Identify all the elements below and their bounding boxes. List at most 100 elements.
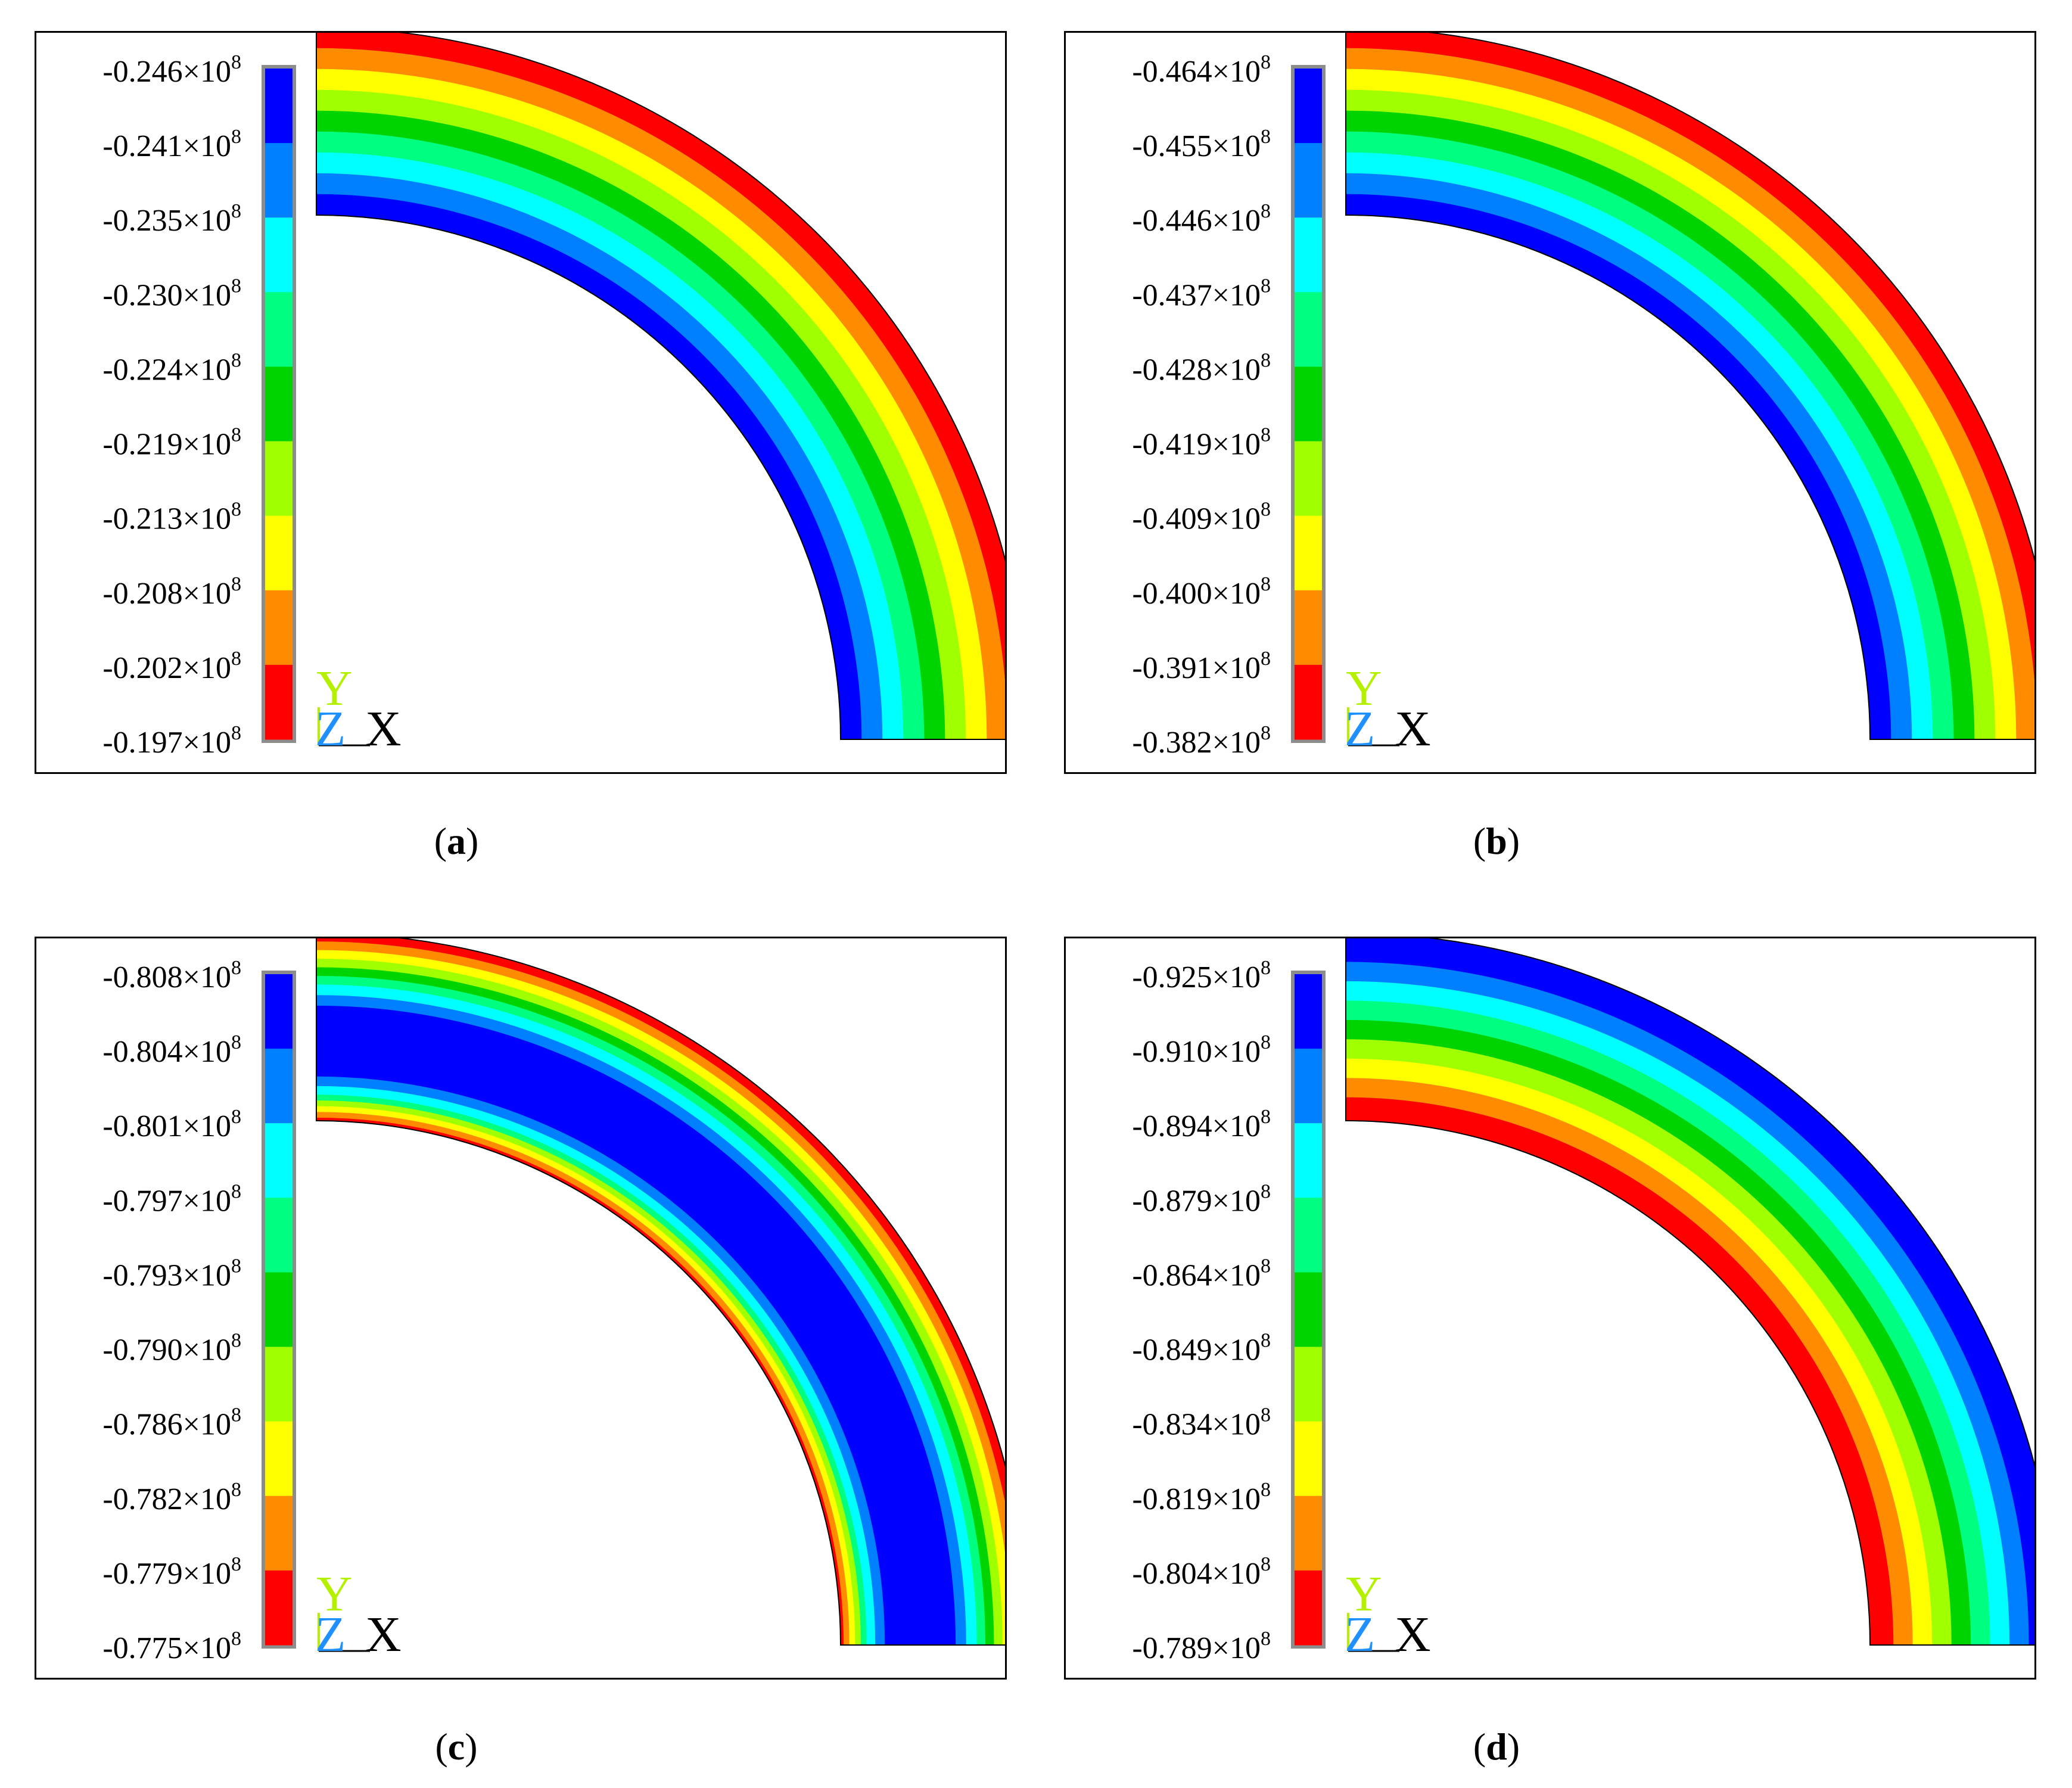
- colorbar-segment: [1295, 441, 1322, 517]
- legend-label: -0.786×108: [102, 1404, 241, 1442]
- contour-panel-a: -0.246×108 -0.241×108 -0.235×108 -0.230×108…: [35, 31, 1007, 774]
- ring-outline: [1345, 938, 2034, 1646]
- axis-y-label: Y: [1346, 1566, 1382, 1622]
- legend-label: -0.246×108: [102, 51, 241, 89]
- colorbar-segment: [1295, 664, 1322, 740]
- ring-band: [1345, 1039, 1952, 1646]
- colorbar-segment: [1295, 1198, 1322, 1273]
- colorbar-segment: [265, 1272, 293, 1348]
- contour-svg-a: -0.246×108 -0.241×108 -0.235×108 -0.230×108…: [102, 33, 1005, 760]
- colorbar-segment: [265, 292, 293, 367]
- axis-z-label: Z: [1345, 701, 1375, 757]
- colorbar-segment: [265, 515, 293, 591]
- legend-label: -0.419×108: [1132, 424, 1271, 462]
- axis-triad: YZ X: [315, 1566, 402, 1662]
- stress-ring: [316, 33, 1005, 740]
- legend-label: -0.208×108: [102, 573, 241, 611]
- legend-label: -0.197×108: [102, 722, 241, 760]
- legend-label: -0.782×108: [102, 1479, 241, 1516]
- caption-d: (d): [1473, 1725, 1520, 1768]
- colorbar-segment: [265, 366, 293, 442]
- legend-label: -0.409×108: [1132, 499, 1271, 536]
- colorbar-segment: [265, 1347, 293, 1422]
- stress-ring: [1345, 938, 2034, 1646]
- colorbar-segment: [1295, 1272, 1322, 1348]
- legend-label: -0.804×108: [1132, 1553, 1271, 1591]
- legend-colorbar: [262, 65, 296, 743]
- colorbar-segment: [1295, 1347, 1322, 1422]
- axis-z-label: Z: [315, 1607, 346, 1662]
- colorbar-segment: [265, 1123, 293, 1198]
- colorbar-segment: [265, 664, 293, 740]
- legend-label: -0.797×108: [102, 1180, 241, 1218]
- colorbar-segment: [265, 1049, 293, 1124]
- legend-label: -0.230×108: [102, 275, 241, 312]
- caption-letter: b: [1486, 820, 1507, 862]
- caption-letter: a: [447, 820, 466, 862]
- legend-label: -0.202×108: [102, 648, 241, 685]
- colorbar-segment: [1295, 1123, 1322, 1198]
- colorbar-segment: [1295, 974, 1322, 1049]
- legend-colorbar: [1291, 971, 1326, 1649]
- colorbar-segment: [1295, 292, 1322, 367]
- legend-label: -0.834×108: [1132, 1404, 1271, 1442]
- colorbar-segment: [1295, 69, 1322, 144]
- colorbar-segment: [265, 1198, 293, 1273]
- colorbar-segment: [1295, 143, 1322, 218]
- colorbar-segment: [1295, 366, 1322, 442]
- axis-triad: YZ X: [315, 661, 402, 757]
- legend-label: -0.819×108: [1132, 1479, 1271, 1516]
- colorbar-segment: [265, 143, 293, 218]
- legend-label: -0.224×108: [102, 349, 241, 387]
- legend-label: -0.219×108: [102, 424, 241, 462]
- legend-label: -0.801×108: [102, 1106, 241, 1143]
- colorbar-segment: [265, 217, 293, 293]
- legend-label: -0.241×108: [102, 126, 241, 163]
- caption-a: (a): [434, 820, 479, 862]
- legend-labels: -0.925×108 -0.910×108 -0.894×108 -0.879×108…: [1132, 957, 1271, 1665]
- colorbar-segment: [1295, 1421, 1322, 1497]
- colorbar-segment: [1295, 1049, 1322, 1124]
- legend-label: -0.775×108: [102, 1628, 241, 1665]
- axis-x-label: X: [365, 1607, 402, 1662]
- legend-label: -0.400×108: [1132, 573, 1271, 611]
- legend-label: -0.808×108: [102, 957, 241, 994]
- colorbar-segment: [265, 1421, 293, 1497]
- legend-label: -0.879×108: [1132, 1180, 1271, 1218]
- contour-panel-d: -0.925×108 -0.910×108 -0.894×108 -0.879×108…: [1064, 937, 2036, 1680]
- stress-ring: [316, 938, 1005, 1646]
- colorbar-segment: [1295, 1570, 1322, 1646]
- axis-y-label: Y: [316, 661, 353, 716]
- legend-label: -0.391×108: [1132, 648, 1271, 685]
- colorbar-segment: [1295, 590, 1322, 666]
- caption-c: (c): [435, 1725, 478, 1768]
- ring-outline: [1345, 33, 2034, 740]
- stress-ring: [1345, 33, 2034, 740]
- legend-label: -0.910×108: [1132, 1031, 1271, 1069]
- legend-colorbar: [262, 971, 296, 1649]
- legend-labels: -0.808×108 -0.804×108 -0.801×108 -0.797×108…: [102, 957, 241, 1665]
- caption-b: (b): [1473, 820, 1520, 862]
- legend-label: -0.789×108: [1132, 1628, 1271, 1665]
- contour-svg-b: -0.464×108 -0.455×108 -0.446×108 -0.437×108…: [1132, 33, 2034, 760]
- axis-triad: YZ X: [1345, 661, 1431, 757]
- axis-x-label: X: [1395, 701, 1431, 757]
- legend-label: -0.213×108: [102, 499, 241, 536]
- colorbar-segment: [1295, 217, 1322, 293]
- contour-panel-c: -0.808×108 -0.804×108 -0.801×108 -0.797×108…: [35, 937, 1007, 1680]
- colorbar-segment: [265, 1495, 293, 1571]
- legend-label: -0.779×108: [102, 1553, 241, 1591]
- colorbar-segment: [265, 974, 293, 1049]
- legend-label: -0.894×108: [1132, 1106, 1271, 1143]
- legend-label: -0.464×108: [1132, 51, 1271, 89]
- legend-label: -0.455×108: [1132, 126, 1271, 163]
- legend-label: -0.382×108: [1132, 722, 1271, 760]
- colorbar-segment: [265, 1570, 293, 1646]
- legend-label: -0.793×108: [102, 1255, 241, 1292]
- legend-label: -0.925×108: [1132, 957, 1271, 994]
- axis-z-label: Z: [315, 701, 346, 757]
- axis-y-label: Y: [1346, 661, 1382, 716]
- axis-z-label: Z: [1345, 1607, 1375, 1662]
- contour-panel-b: -0.464×108 -0.455×108 -0.446×108 -0.437×108…: [1064, 31, 2036, 774]
- legend-label: -0.235×108: [102, 200, 241, 238]
